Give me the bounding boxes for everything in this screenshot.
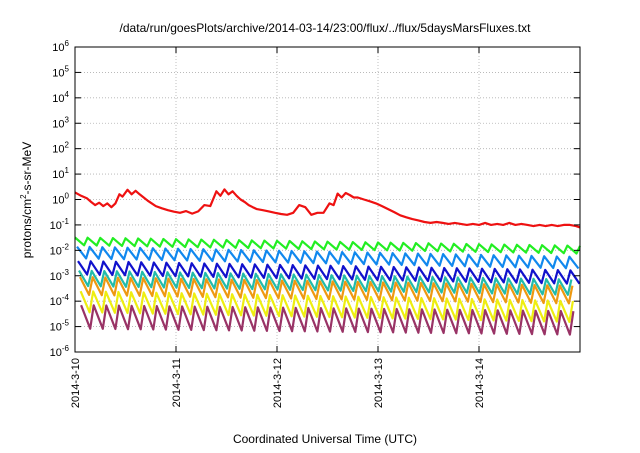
y-tick-label-exp: 6 <box>65 39 70 48</box>
series-line-7 <box>79 290 574 323</box>
y-tick-label-exp: 2 <box>65 141 70 150</box>
y-tick-label: 106 <box>52 39 69 54</box>
y-tick-label: 10-1 <box>50 217 70 232</box>
y-tick-label-base: 10 <box>52 67 64 79</box>
y-tick-label-exp: 1 <box>65 166 70 175</box>
x-tick-label: 2014-3-10 <box>70 358 82 408</box>
y-tick-label-base: 10 <box>52 144 64 156</box>
y-tick-label-base: 10 <box>50 296 62 308</box>
y-tick-label-exp: 0 <box>65 192 70 201</box>
y-tick-label-exp: -3 <box>62 268 70 277</box>
x-tick-label: 2014-3-11 <box>171 358 183 407</box>
y-tick-label-base: 10 <box>52 169 64 181</box>
y-tick-label: 10-2 <box>50 242 70 257</box>
chart-title: /data/run/goesPlots/archive/2014-03-14/2… <box>120 21 532 35</box>
data-series <box>74 188 581 336</box>
series-line-5 <box>78 269 573 296</box>
y-tick-label: 101 <box>52 166 69 181</box>
y-tick-label: 102 <box>52 141 69 156</box>
y-tick-label: 103 <box>52 115 69 130</box>
x-tick-label: 2014-3-14 <box>474 358 486 408</box>
y-tick-label-base: 10 <box>50 322 62 334</box>
y-tick-label-exp: 3 <box>65 115 70 124</box>
y-tick-label: 105 <box>52 64 69 79</box>
y-tick-label-base: 10 <box>52 93 64 105</box>
y-axis-label-sup: 2 <box>19 194 28 199</box>
y-tick-label-base: 10 <box>52 195 64 207</box>
x-axis-label: Coordinated Universal Time (UTC) <box>233 432 417 446</box>
x-tick-label: 2014-3-12 <box>272 358 284 408</box>
y-tick-label-exp: -2 <box>62 242 70 251</box>
y-tick-label: 10-6 <box>50 344 70 359</box>
series-line-1 <box>74 188 581 229</box>
x-tick-label: 2014-3-13 <box>373 358 385 408</box>
y-tick-label-exp: -5 <box>62 319 70 328</box>
y-tick-label-exp: -1 <box>62 217 70 226</box>
y-tick-label-base: 10 <box>50 347 62 359</box>
series-line-6 <box>79 276 574 305</box>
series-line-2 <box>74 236 581 255</box>
y-tick-label-exp: -4 <box>62 293 70 302</box>
y-tick-label-base: 10 <box>50 220 62 232</box>
y-tick-label: 10-5 <box>50 319 70 334</box>
y-tick-label-base: 10 <box>52 42 64 54</box>
y-axis-label: protons/cm2-s-sr-MeV <box>19 142 34 258</box>
y-tick-label-base: 10 <box>50 271 62 283</box>
series-line-8 <box>80 304 575 336</box>
y-axis-ticks: 10-610-510-410-310-210-11001011021031041… <box>50 39 580 359</box>
y-tick-label-exp: 4 <box>65 90 70 99</box>
y-tick-label-base: 10 <box>50 245 62 257</box>
y-axis-label-rest: -s-sr-MeV <box>20 142 34 195</box>
y-tick-label: 104 <box>52 90 69 105</box>
x-axis-ticks: 2014-3-10 2014-3-11 2014-3-12 2014-3-13 2014… <box>70 47 486 408</box>
y-tick-label-base: 10 <box>52 118 64 130</box>
y-tick-label-exp: 5 <box>65 64 70 73</box>
y-tick-label: 100 <box>52 192 69 207</box>
y-axis-label-base: protons/cm <box>20 199 34 258</box>
y-tick-label: 10-3 <box>50 268 70 283</box>
series-line-3 <box>76 245 580 270</box>
y-tick-label: 10-4 <box>50 293 70 308</box>
series-line-4 <box>77 260 581 285</box>
y-tick-label-exp: -6 <box>62 344 70 353</box>
